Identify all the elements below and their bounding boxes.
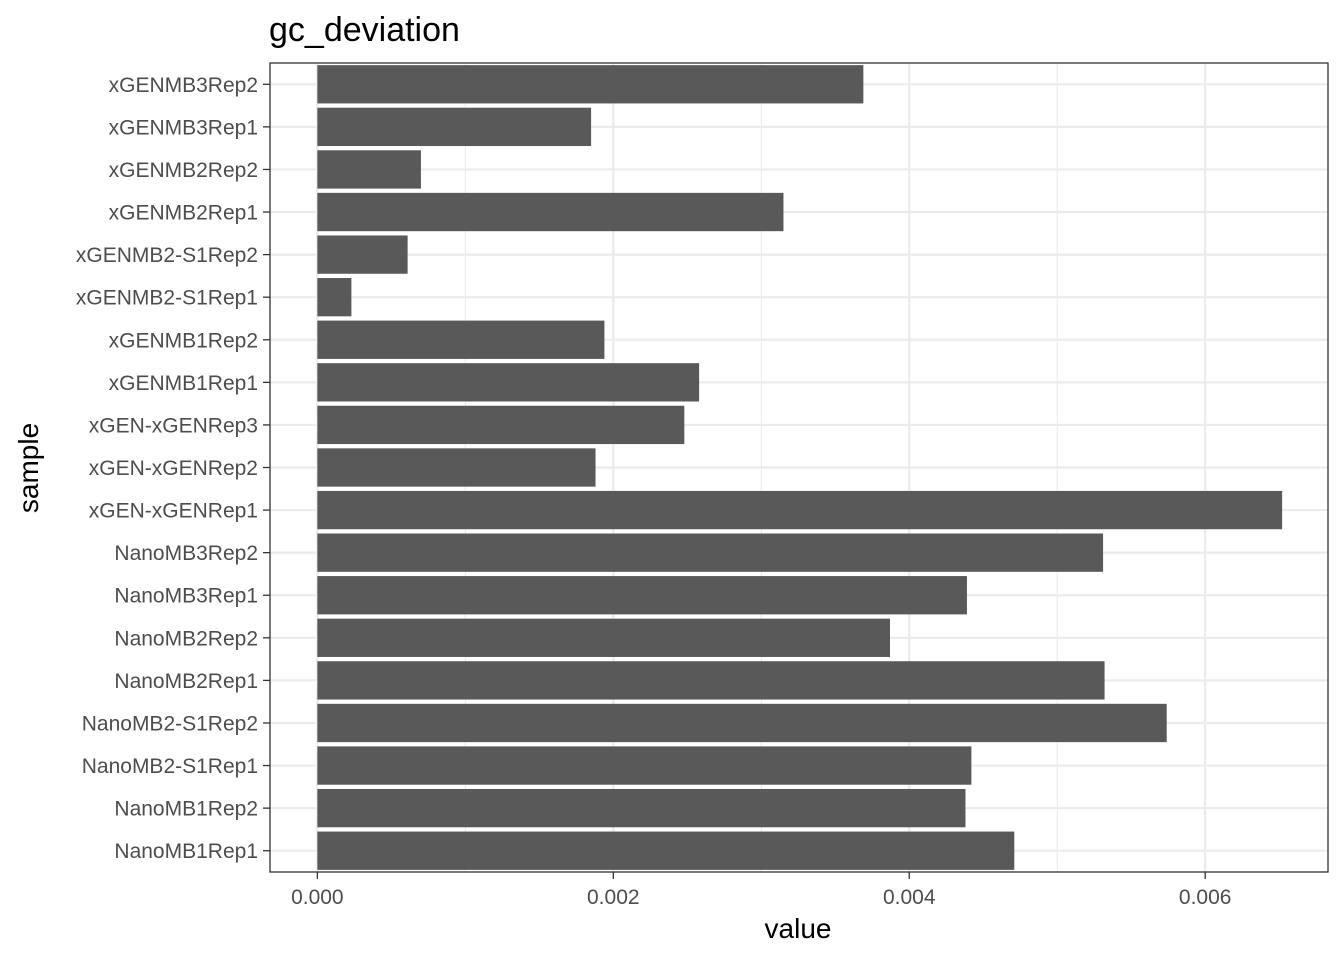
bar: [317, 618, 891, 657]
y-tick-label: xGENMB1Rep1: [109, 372, 258, 395]
y-tick-label: xGEN-xGENRep3: [89, 414, 258, 437]
bar: [317, 107, 592, 147]
y-tick-label: NanoMB2Rep1: [114, 670, 258, 693]
y-tick-label: NanoMB2-S1Rep1: [82, 755, 258, 778]
bar: [317, 192, 784, 232]
bar: [317, 278, 352, 317]
x-tick-label: 0.004: [883, 886, 936, 909]
y-tick-label: xGENMB1Rep2: [109, 329, 258, 352]
bar: [317, 490, 1283, 530]
y-tick-label: NanoMB2-S1Rep2: [82, 712, 258, 735]
y-tick-label: NanoMB1Rep1: [114, 840, 258, 863]
bar: [317, 703, 1167, 743]
x-tick-label: 0.002: [587, 886, 640, 909]
bar: [317, 533, 1104, 572]
y-tick-label: xGENMB2-S1Rep1: [76, 287, 258, 310]
bar: [317, 661, 1105, 700]
bar: [317, 405, 685, 445]
y-tick-label: xGENMB3Rep2: [109, 74, 258, 97]
x-axis-title: value: [765, 913, 832, 944]
y-tick-label: xGEN-xGENRep1: [89, 500, 258, 523]
bar: [317, 746, 972, 785]
bar: [317, 235, 408, 274]
y-tick-label: xGENMB2Rep2: [109, 159, 258, 182]
y-axis: NanoMB1Rep1 NanoMB1Rep2 NanoMB2-S1Rep1 Nano…: [76, 74, 270, 863]
chart-title: gc_deviation: [269, 11, 460, 49]
x-tick-label: 0.000: [291, 886, 344, 909]
y-tick-label: NanoMB3Rep1: [114, 585, 258, 608]
bar: [317, 65, 864, 104]
y-tick-label: NanoMB1Rep2: [114, 798, 258, 821]
y-tick-label: xGENMB2-S1Rep2: [76, 244, 258, 267]
bar: [317, 150, 421, 189]
x-axis: 0.000 0.002 0.004 0.006: [291, 872, 1231, 909]
bar: [317, 831, 1015, 870]
y-tick-label: xGENMB3Rep1: [109, 116, 258, 139]
bar: [317, 320, 605, 359]
bar: [317, 448, 596, 487]
x-tick-label: 0.006: [1179, 886, 1232, 909]
bar: [317, 788, 966, 828]
bar: [317, 576, 967, 615]
y-tick-label: NanoMB3Rep2: [114, 542, 258, 565]
bars: [317, 65, 1283, 870]
bar: [317, 363, 700, 402]
y-tick-label: NanoMB2Rep2: [114, 627, 258, 650]
y-tick-label: xGENMB2Rep1: [109, 202, 258, 225]
y-tick-label: xGEN-xGENRep2: [89, 457, 258, 480]
y-axis-title: sample: [13, 423, 44, 513]
